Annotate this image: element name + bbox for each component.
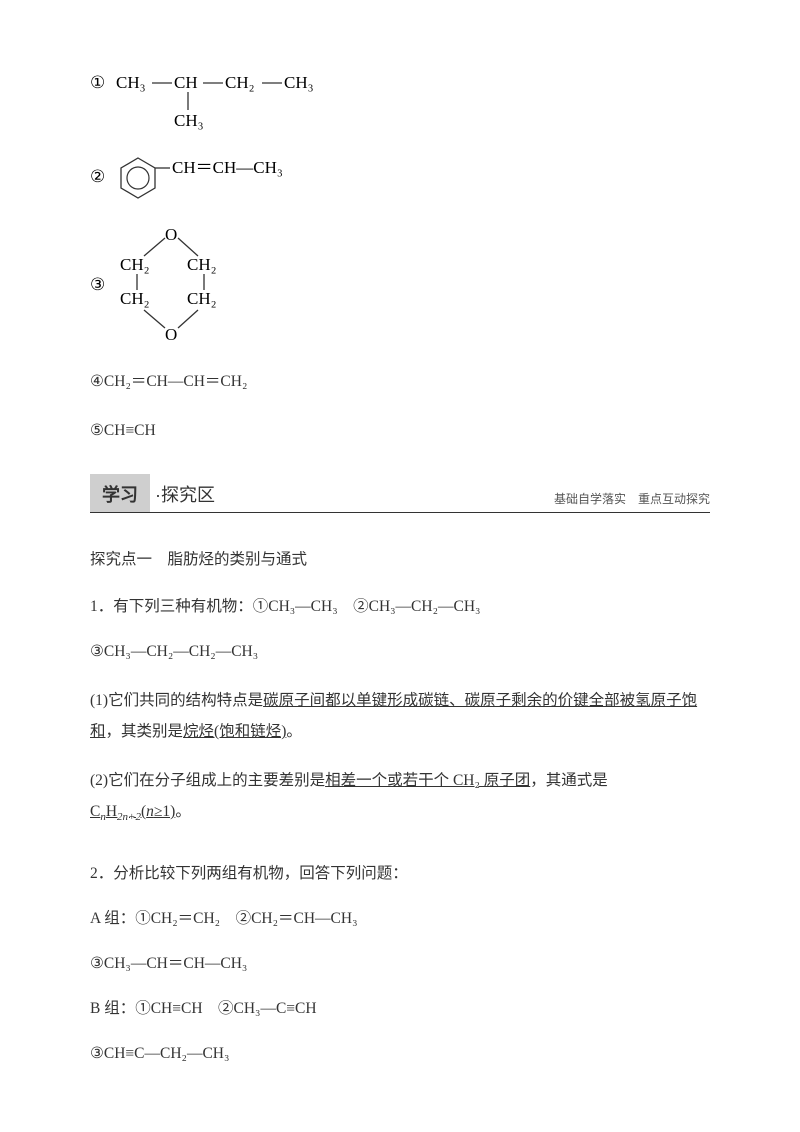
page-root: ① CH₃ CH CH₂ CH₃ CH₃ ② CH＝CH—CH₃ ③ bbox=[0, 0, 800, 1123]
answer-1-1: (1)它们共同的结构特点是碳原子间都以单键形成碳链、碳原子剩余的价键全部被氢原子… bbox=[90, 685, 710, 747]
ch2-bl: CH₂ bbox=[120, 289, 150, 308]
q2-A: A 组：①CH₂＝CH₂ ②CH₂＝CH—CH₃ bbox=[90, 903, 710, 934]
answer-1-2: (2)它们在分子组成上的主要差别是相差一个或若干个 CH₂ 原子团，其通式是 C… bbox=[90, 765, 710, 828]
side-chain-2: CH＝CH—CH₃ bbox=[172, 158, 283, 177]
formula-5: ⑤ bbox=[90, 422, 104, 439]
q2-B: B 组：①CH≡CH ②CH₃—C≡CH bbox=[90, 993, 710, 1024]
structure-1-svg: ① CH₃ CH CH₂ CH₃ CH₃ bbox=[90, 70, 340, 130]
q2-A3: ③CH₃—CH＝CH—CH₃ bbox=[90, 948, 710, 979]
label-2: ② bbox=[90, 167, 105, 186]
q1-cont: ③CH₃—CH₂—CH₂—CH₃ bbox=[90, 636, 710, 667]
o-top: O bbox=[165, 226, 177, 244]
ch3-1: CH₃ bbox=[116, 73, 146, 92]
a1-1-mid: ，其类别是 bbox=[106, 723, 184, 740]
structure-2: ② CH＝CH—CH₃ bbox=[90, 150, 710, 206]
formula-4: ④ bbox=[90, 373, 104, 390]
a1-1-end: 。 bbox=[286, 723, 302, 740]
ch2-1: CH₂ bbox=[225, 73, 255, 92]
ch2-tl: CH₂ bbox=[120, 255, 150, 274]
structure-1: ① CH₃ CH CH₂ CH₃ CH₃ bbox=[90, 70, 710, 130]
a1-2-formula: CnH2n+2(n≥1) bbox=[90, 803, 175, 820]
section-title: ·探究区 bbox=[150, 481, 215, 512]
branch-ch3: CH₃ bbox=[174, 111, 204, 130]
structure-4: ④CH₂＝CH—CH＝CH₂ bbox=[90, 366, 710, 397]
label-3: ③ bbox=[90, 275, 105, 294]
structure-3-svg: ③ O CH₂ CH₂ CH₂ CH₂ O bbox=[90, 226, 270, 346]
a1-1-pre: (1)它们共同的结构特点是 bbox=[90, 692, 263, 709]
ch2-tr: CH₂ bbox=[187, 255, 217, 274]
ch2-br: CH₂ bbox=[187, 289, 217, 308]
section-header: 学习 ·探究区 基础自学落实 重点互动探究 bbox=[90, 474, 710, 513]
inquiry-heading: 探究点一 脂肪烃的类别与通式 bbox=[90, 547, 710, 569]
a1-2-mid: ，其通式是 bbox=[530, 772, 608, 789]
structure-3: ③ O CH₂ CH₂ CH₂ CH₂ O bbox=[90, 226, 710, 346]
q2-intro: 2．分析比较下列两组有机物，回答下列问题： bbox=[90, 858, 710, 889]
a1-2-pre: (2)它们在分子组成上的主要差别是 bbox=[90, 772, 325, 789]
a1-1-u2: 烷烃(饱和链烃) bbox=[183, 723, 286, 740]
ch3-2: CH₃ bbox=[284, 73, 314, 92]
formula-4-text: CH₂＝CH—CH＝CH₂ bbox=[104, 373, 247, 390]
structure-2-svg: ② CH＝CH—CH₃ bbox=[90, 150, 350, 206]
benzene-icon bbox=[121, 158, 155, 198]
q1-intro: 1．有下列三种有机物：①CH₃—CH₃ ②CH₃—CH₂—CH₃ bbox=[90, 591, 710, 622]
formula-5-text: CH≡CH bbox=[104, 422, 156, 439]
label-1: ① bbox=[90, 73, 105, 92]
ch-1: CH bbox=[174, 73, 198, 92]
section-tab: 学习 bbox=[90, 474, 150, 512]
q2-B3: ③CH≡C—CH₂—CH₃ bbox=[90, 1038, 710, 1069]
section-subtitle: 基础自学落实 重点互动探究 bbox=[554, 490, 710, 512]
a1-2-end: 。 bbox=[175, 803, 191, 820]
a1-2-u1: 相差一个或若干个 CH₂ 原子团 bbox=[325, 772, 530, 789]
structure-5: ⑤CH≡CH bbox=[90, 415, 710, 446]
o-bot: O bbox=[165, 325, 177, 344]
